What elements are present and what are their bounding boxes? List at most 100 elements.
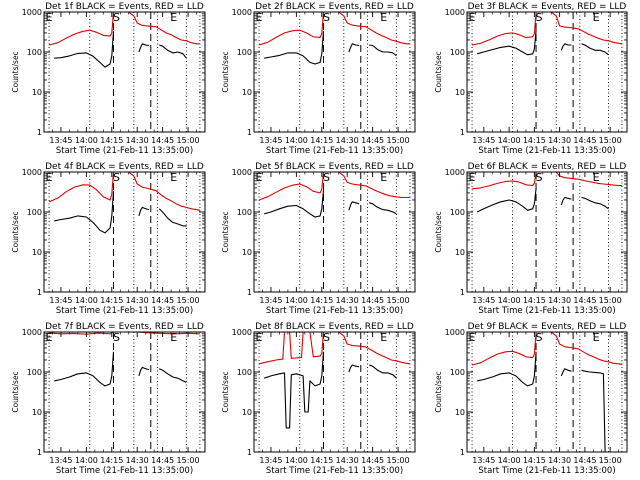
x-tick-label: 14:15 [523, 296, 546, 305]
series-events-line [581, 196, 609, 210]
series-events-line [54, 351, 115, 387]
series-events-line [138, 43, 150, 53]
y-axis-label: Counts/sec [434, 211, 443, 252]
y-tick-label: 1000 [232, 328, 252, 337]
plot-frame [466, 331, 628, 453]
x-tick-label: 14:15 [310, 456, 333, 465]
y-axis-label: Counts/sec [221, 51, 230, 92]
marker-label: E [469, 171, 476, 184]
x-tick-label: 13:45 [259, 136, 282, 145]
y-tick-label: 1000 [22, 328, 42, 337]
y-tick-label: 10 [32, 88, 42, 97]
x-tick-label: 14:30 [548, 296, 571, 305]
x-tick-label: 14:45 [361, 456, 384, 465]
x-axis-label: Start Time (21-Feb-11 13:35:00) [56, 306, 193, 316]
x-tick-label: 14:00 [75, 136, 98, 145]
x-tick-label: 13:45 [259, 456, 282, 465]
series-lld-line [472, 172, 622, 190]
marker-label: S [113, 171, 120, 184]
panel-title: Det 6f BLACK = Events, RED = LLD [468, 162, 627, 172]
marker-label: E [46, 171, 53, 184]
y-tick-label: 100 [450, 208, 465, 217]
plot-frame [466, 171, 628, 293]
panel-data [48, 12, 200, 68]
y-tick-label: 1 [460, 288, 465, 297]
series-events-line [369, 44, 397, 57]
x-tick-label: 14:15 [100, 136, 123, 145]
x-axis-label: Start Time (21-Feb-11 13:35:00) [266, 306, 403, 316]
x-tick-label: 14:30 [126, 136, 149, 145]
marker-label: E [46, 11, 53, 24]
x-tick-label: 14:45 [151, 456, 174, 465]
marker-label: S [536, 11, 543, 24]
x-tick-label: 15:00 [177, 296, 200, 305]
y-tick-label: 1000 [22, 8, 42, 17]
y-tick-label: 1 [460, 448, 465, 457]
x-tick-label: 14:45 [151, 136, 174, 145]
series-events-line [348, 201, 360, 211]
series-events-line [264, 190, 325, 218]
panel-title: Det 3f BLACK = Events, RED = LLD [468, 2, 627, 12]
y-tick-label: 1 [247, 288, 252, 297]
x-tick-label: 13:45 [49, 456, 72, 465]
x-tick-label: 14:30 [336, 296, 359, 305]
series-events-line [158, 208, 187, 227]
y-tick-label: 100 [27, 48, 42, 57]
y-tick-label: 1 [460, 128, 465, 137]
x-tick-label: 14:45 [361, 296, 384, 305]
y-tick-label: 10 [32, 408, 42, 417]
marker-label: S [323, 331, 330, 344]
series-events-line [369, 364, 397, 379]
x-tick-label: 14:45 [573, 296, 596, 305]
x-tick-label: 14:00 [285, 136, 308, 145]
y-tick-label: 100 [450, 48, 465, 57]
x-axis-label: Start Time (21-Feb-11 13:35:00) [56, 466, 193, 476]
marker-label: E [170, 11, 177, 24]
x-tick-label: 14:15 [100, 456, 123, 465]
marker-label: E [380, 11, 387, 24]
marker-label: E [46, 331, 53, 344]
x-axis-label: Start Time (21-Feb-11 13:35:00) [266, 146, 403, 156]
x-tick-label: 14:00 [285, 456, 308, 465]
series-events-line [138, 206, 150, 217]
panel-data [472, 172, 622, 213]
marker-label: E [469, 11, 476, 24]
marker-label: E [593, 331, 600, 344]
y-axis-label: Counts/sec [434, 371, 443, 412]
marker-label: S [323, 171, 330, 184]
x-tick-label: 14:30 [336, 136, 359, 145]
x-tick-label: 15:00 [599, 136, 622, 145]
marker-label: E [380, 331, 387, 344]
panel-title: Det 1f BLACK = Events, RED = LLD [45, 2, 204, 12]
y-tick-label: 1 [37, 288, 42, 297]
x-tick-label: 15:00 [387, 456, 410, 465]
plot-frame [43, 11, 206, 133]
marker-label: E [256, 171, 263, 184]
x-tick-label: 14:30 [548, 136, 571, 145]
series-events-line [264, 351, 325, 429]
y-tick-label: 1 [247, 128, 252, 137]
x-tick-label: 13:45 [472, 456, 495, 465]
marker-label: S [536, 331, 543, 344]
panel-data [48, 172, 201, 234]
x-tick-label: 14:00 [498, 136, 521, 145]
marker-label: E [380, 171, 387, 184]
series-events-line [476, 187, 537, 213]
y-tick-label: 10 [455, 408, 465, 417]
x-tick-label: 14:15 [310, 136, 333, 145]
series-events-line [348, 43, 360, 53]
x-tick-label: 13:45 [49, 296, 72, 305]
series-lld-line [48, 12, 200, 46]
y-tick-label: 10 [32, 248, 42, 257]
series-events-line [54, 191, 115, 234]
y-tick-label: 100 [237, 48, 252, 57]
y-tick-label: 1000 [232, 8, 252, 17]
series-events-line [581, 43, 609, 56]
plot-frame [253, 331, 416, 453]
y-tick-label: 1000 [445, 168, 465, 177]
series-events-line [476, 351, 537, 387]
